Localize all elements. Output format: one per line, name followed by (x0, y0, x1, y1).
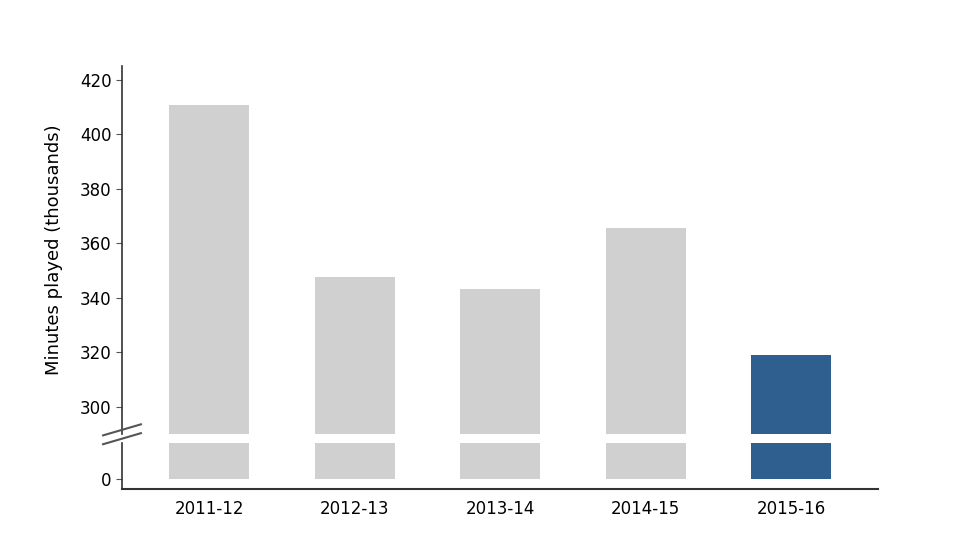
Bar (169, 104, 249, 549)
Bar (314, 277, 394, 549)
Bar (606, 228, 686, 549)
Bar (461, 0, 540, 479)
Bar (752, 0, 832, 479)
Bar (461, 289, 540, 549)
Bar (752, 355, 832, 549)
Bar (169, 0, 249, 479)
Bar (606, 0, 686, 479)
Y-axis label: Minutes played (thousands): Minutes played (thousands) (45, 125, 63, 376)
Bar (314, 0, 394, 479)
